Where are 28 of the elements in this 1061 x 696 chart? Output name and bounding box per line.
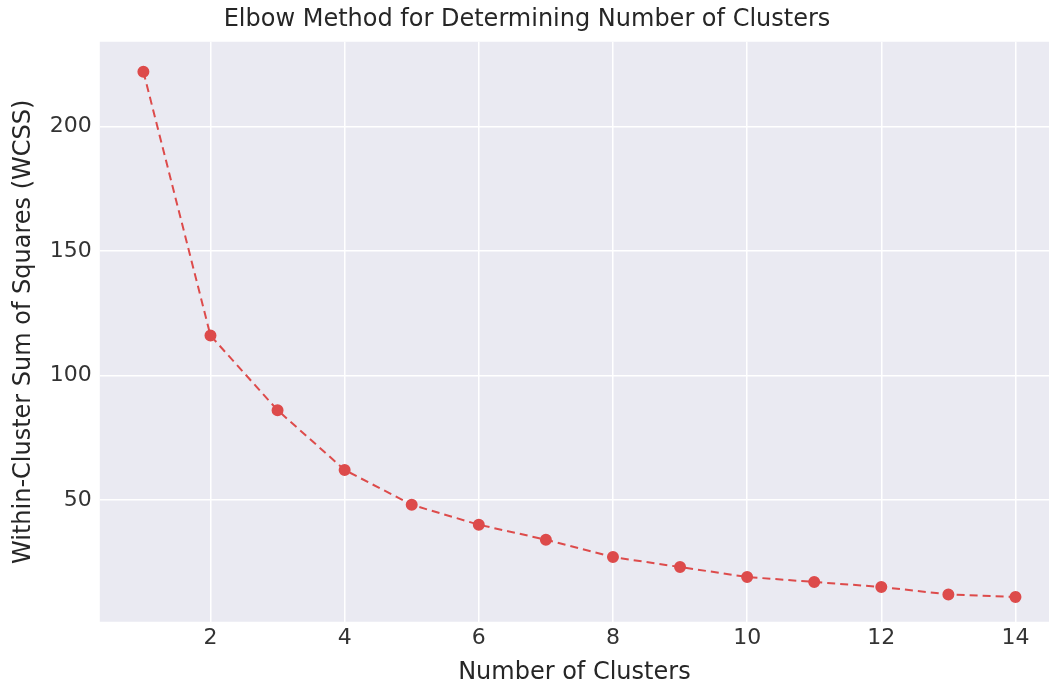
point (338, 463, 351, 476)
x-tick-label: 2 (203, 623, 218, 649)
x-tick-label: 14 (1001, 623, 1030, 649)
x-tick-label: 6 (471, 623, 486, 649)
point (405, 498, 418, 511)
x-tick-label: 8 (605, 623, 620, 649)
y-axis-title: Within-Cluster Sum of Squares (WCSS) (7, 99, 36, 564)
point (942, 588, 955, 601)
point (875, 580, 888, 593)
point (1009, 590, 1022, 603)
x-tick-label: 12 (867, 623, 896, 649)
x-tick-label: 4 (337, 623, 352, 649)
point (539, 533, 552, 546)
y-tick-label: 150 (49, 236, 92, 262)
point (808, 575, 821, 588)
point (472, 518, 485, 531)
point (137, 65, 150, 78)
point (271, 404, 284, 417)
chart-title: Elbow Method for Determining Number of Clusters (223, 3, 831, 32)
y-tick-label: 100 (49, 361, 92, 387)
point (674, 561, 687, 574)
y-tick-label: 50 (63, 485, 92, 511)
point (204, 329, 217, 342)
y-tick-label: 200 (49, 112, 92, 138)
x-tick-label: 10 (733, 623, 762, 649)
point (741, 570, 754, 583)
x-axis-title: Number of Clusters (458, 656, 691, 685)
point (606, 551, 619, 564)
